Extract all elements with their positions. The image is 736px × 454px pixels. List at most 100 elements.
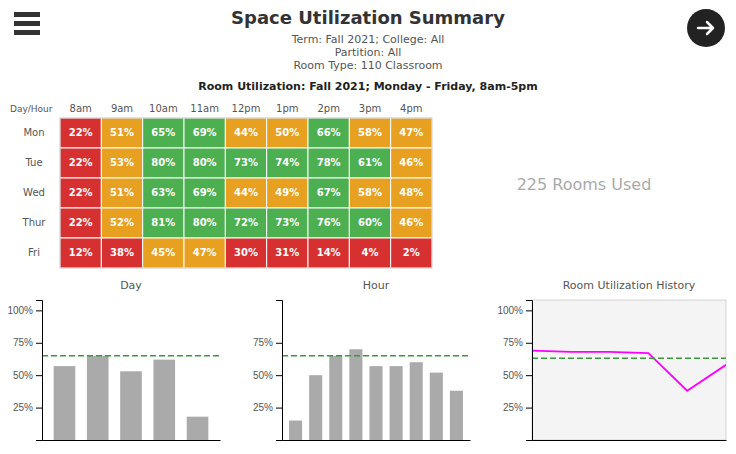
cell-label: 67% xyxy=(317,187,341,198)
heatmap-cell xyxy=(267,148,308,178)
heatmap-cell xyxy=(308,238,349,268)
cell-label: 69% xyxy=(193,127,217,138)
cell-label: 65% xyxy=(151,127,175,138)
y-axis: 25%50%75%100% xyxy=(7,301,42,441)
column-label: 9am xyxy=(111,103,133,114)
plot-background xyxy=(532,300,726,440)
heatmap-cell xyxy=(143,238,184,268)
bar xyxy=(54,366,76,440)
menu-bar[interactable] xyxy=(14,30,40,35)
tick-label: 25% xyxy=(13,402,33,413)
menu-icon[interactable] xyxy=(14,12,40,35)
heatmap-cell xyxy=(267,208,308,238)
cell-label: 72% xyxy=(234,217,258,228)
heatmap-cell xyxy=(101,208,142,238)
row-label: Fri xyxy=(28,247,40,258)
title: Space Utilization Summary xyxy=(231,7,505,28)
heatmap-cell xyxy=(391,148,432,178)
cell-label: 49% xyxy=(275,187,299,198)
cell-label: 58% xyxy=(358,187,382,198)
tick-label: 25% xyxy=(503,402,523,413)
tick-mark xyxy=(526,343,532,344)
y-axis: 25% 50% 75% 100% xyxy=(497,301,532,441)
cell-label: 53% xyxy=(110,157,134,168)
menu-bar[interactable] xyxy=(14,12,40,17)
button-arrow[interactable] xyxy=(698,22,713,34)
tick-label: 50% xyxy=(503,370,523,381)
bar xyxy=(187,417,209,440)
bar xyxy=(309,375,322,440)
subtitle: Room Type: 110 Classroom xyxy=(293,59,442,72)
y-tick: 25% xyxy=(503,402,532,413)
cell-label: 52% xyxy=(110,217,134,228)
chart-title: Room Utilization History xyxy=(563,279,696,292)
axis-line xyxy=(43,440,221,441)
heatmap-cell xyxy=(391,118,432,148)
column-label: 8am xyxy=(70,103,92,114)
bar xyxy=(120,371,142,440)
axis-line xyxy=(276,301,283,441)
tick-label: 100% xyxy=(497,305,523,316)
cell-label: 47% xyxy=(193,247,217,258)
heatmap-labels: 22%51%65%69%44%50%66%58%47%22%53%80%80%7… xyxy=(69,127,424,258)
row-label: Tue xyxy=(24,157,42,168)
cell-label: 69% xyxy=(193,187,217,198)
reference-line xyxy=(42,355,220,357)
heatmap-cell xyxy=(267,118,308,148)
heatmap-cell xyxy=(60,148,101,178)
reference-line xyxy=(532,358,726,360)
x-axis xyxy=(43,440,221,441)
cell-label: 4% xyxy=(362,247,379,258)
button-circle[interactable] xyxy=(687,9,725,47)
heatmap-cell xyxy=(60,178,101,208)
heatmap-cells xyxy=(60,118,432,268)
cell-label: 44% xyxy=(234,127,258,138)
bar xyxy=(329,356,342,440)
chart-title: Room Utilization: Fall 2021; Monday - Fr… xyxy=(198,80,537,93)
y-tick: 100% xyxy=(497,305,532,316)
bar xyxy=(390,366,403,440)
heatmap-cell xyxy=(308,178,349,208)
plot-area xyxy=(282,349,470,440)
y-tick: 75% xyxy=(13,337,42,348)
heatmap-cell xyxy=(225,208,266,238)
cell-label: 58% xyxy=(358,127,382,138)
column-label: 12pm xyxy=(232,103,261,114)
y-tick: 50% xyxy=(13,370,42,381)
heatmap-cell xyxy=(143,178,184,208)
column-label: 2pm xyxy=(317,103,339,114)
cell-label: 73% xyxy=(275,217,299,228)
dashboard: Space Utilization SummaryTerm: Fall 2021… xyxy=(0,0,736,454)
heatmap-cell xyxy=(225,148,266,178)
heatmap-cell xyxy=(143,208,184,238)
tick-mark xyxy=(36,408,42,409)
plot-area xyxy=(42,356,220,440)
tick-mark xyxy=(36,375,42,376)
tick-mark xyxy=(526,375,532,376)
reference-line xyxy=(282,355,470,357)
y-tick: 50% xyxy=(253,370,282,381)
cell-label: 78% xyxy=(317,157,341,168)
heatmap-cell xyxy=(391,238,432,268)
next-button[interactable] xyxy=(687,9,725,47)
y-tick: 50% xyxy=(503,370,532,381)
y-tick: 75% xyxy=(503,337,532,348)
tick-label: 75% xyxy=(13,337,33,348)
heatmap-cell xyxy=(143,148,184,178)
bar xyxy=(369,366,382,440)
cell-label: 22% xyxy=(69,127,93,138)
cell-label: 46% xyxy=(399,157,423,168)
row-label: Wed xyxy=(23,187,45,198)
bar xyxy=(349,349,362,440)
menu-bar[interactable] xyxy=(14,21,40,26)
column-headers: 8am9am10am11am12pm1pm2pm3pm4pm xyxy=(70,103,423,114)
cell-label: 22% xyxy=(69,187,93,198)
chart-title: Hour xyxy=(363,279,390,292)
heatmap-cell xyxy=(308,118,349,148)
heatmap-cell xyxy=(184,208,225,238)
tick-label: 75% xyxy=(503,337,523,348)
tick-label: 50% xyxy=(13,370,33,381)
heatmap-cell xyxy=(349,118,390,148)
cell-label: 2% xyxy=(403,247,420,258)
heatmap-cell xyxy=(308,148,349,178)
